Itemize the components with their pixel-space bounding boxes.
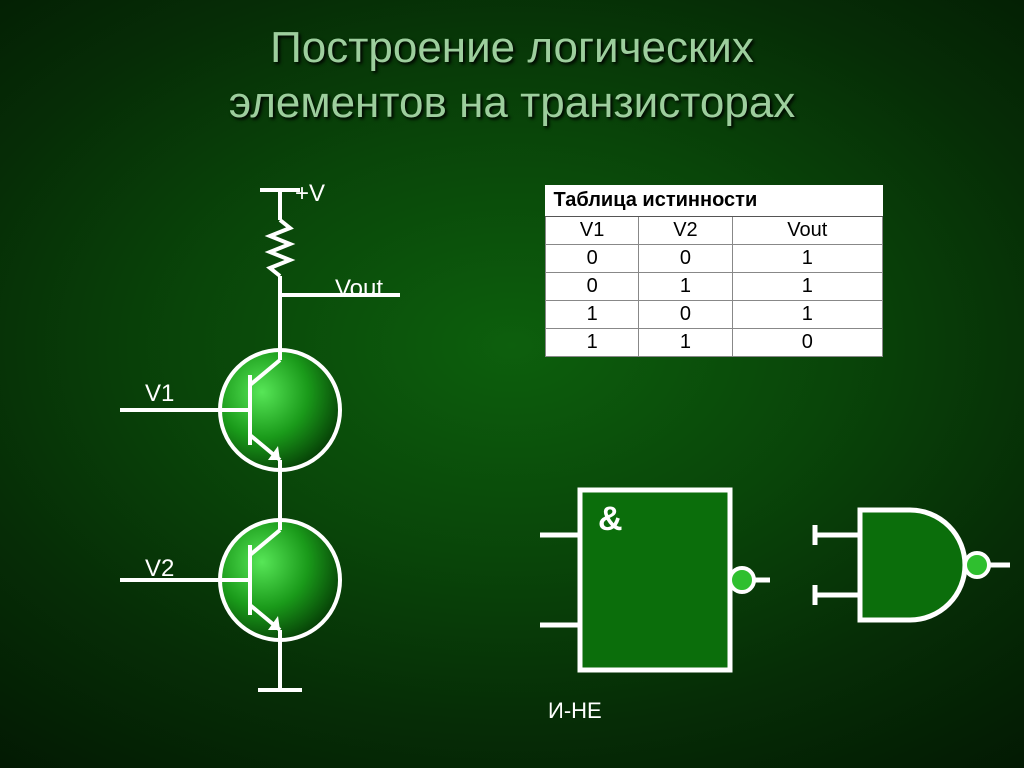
slide-title: Построение логических элементов на транз… bbox=[0, 0, 1024, 130]
table-row: 011 bbox=[546, 273, 883, 301]
gate-amp-symbol: & bbox=[598, 500, 623, 538]
transistor-circuit bbox=[100, 170, 450, 730]
table-row: 110 bbox=[546, 329, 883, 357]
truth-table-title: Таблица истинности bbox=[546, 185, 883, 217]
col-v1: V1 bbox=[546, 217, 639, 245]
title-line1: Построение логических bbox=[270, 23, 754, 72]
table-row: 101 bbox=[546, 301, 883, 329]
col-v2: V2 bbox=[639, 217, 732, 245]
gate-iec-nand: & bbox=[540, 480, 770, 710]
col-vout: Vout bbox=[732, 217, 882, 245]
truth-table: Таблица истинности V1 V2 Vout 001 011 10… bbox=[545, 185, 883, 357]
table-row: 001 bbox=[546, 245, 883, 273]
title-line2: элементов на транзисторах bbox=[229, 78, 796, 127]
gate-ansi-nand bbox=[810, 490, 1010, 640]
